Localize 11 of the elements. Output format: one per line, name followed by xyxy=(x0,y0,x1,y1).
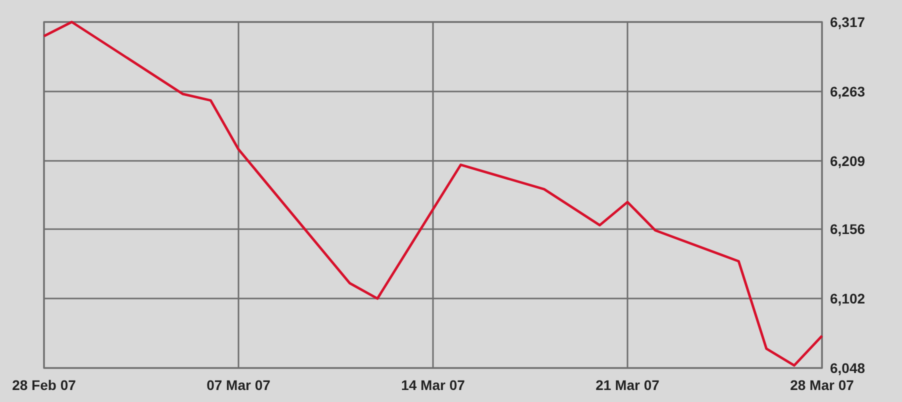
y-tick-label: 6,156 xyxy=(830,220,866,237)
y-tick-label: 6,263 xyxy=(830,83,866,100)
y-tick-label: 6,317 xyxy=(830,14,866,30)
y-tick-label: 6,048 xyxy=(830,360,866,376)
y-tick-label: 6,209 xyxy=(830,152,866,169)
x-tick-label: 21 Mar 07 xyxy=(596,377,660,393)
x-tick-label: 28 Mar 07 xyxy=(790,377,854,393)
x-tick-label: 28 Feb 07 xyxy=(12,377,76,393)
x-tick-label: 14 Mar 07 xyxy=(401,377,466,393)
y-tick-label: 6,102 xyxy=(830,290,866,306)
x-tick-label: 07 Mar 07 xyxy=(206,377,271,393)
